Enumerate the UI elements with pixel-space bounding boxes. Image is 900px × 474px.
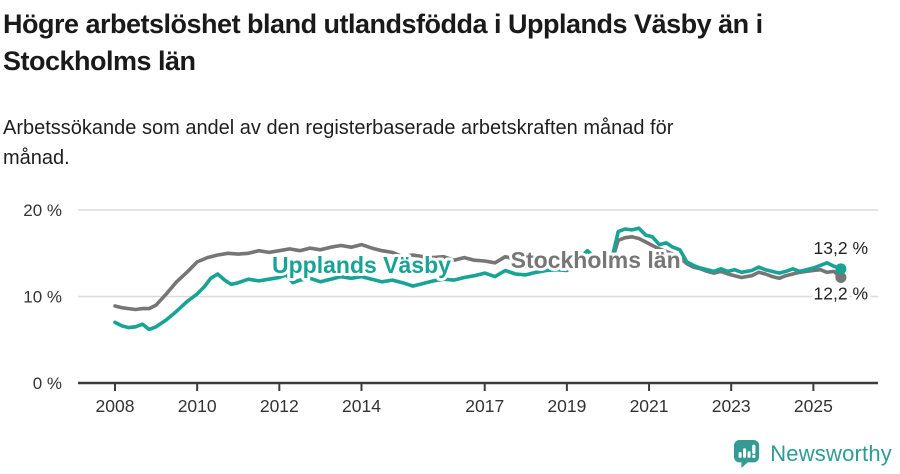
chart-subtitle: Arbetssökande som andel av den registerb… bbox=[3, 117, 674, 169]
series-line bbox=[113, 226, 843, 332]
series-label: Upplands Väsby bbox=[272, 252, 451, 278]
x-axis-tick-label: 2019 bbox=[547, 396, 586, 416]
series-end-value-label: 13,2 % bbox=[814, 238, 868, 258]
x-axis-tick-label: 2010 bbox=[178, 396, 217, 416]
x-axis-tick-label: 2021 bbox=[630, 396, 669, 416]
series-line bbox=[113, 234, 843, 312]
page-title: Högre arbetslöshet bland utlandsfödda i … bbox=[3, 9, 763, 77]
y-axis-tick-label: 10 % bbox=[23, 288, 62, 307]
x-axis-tick-label: 2017 bbox=[465, 396, 504, 416]
chart-canvas: 0 % 10 % 20 % 2008 2010 2012 2014 2017 2019 2021 2… bbox=[23, 201, 878, 416]
y-axis-tick-label: 0 % bbox=[33, 374, 62, 393]
x-axis-tick-label: 2025 bbox=[794, 396, 833, 416]
footer-branding: Newsworthy bbox=[733, 439, 892, 469]
series-end-value-label: 12,2 % bbox=[814, 283, 868, 303]
x-axis-tick-label: 2008 bbox=[96, 396, 135, 416]
newsworthy-chart-bubble-icon bbox=[734, 440, 760, 468]
x-axis-tick-label: 2012 bbox=[260, 396, 299, 416]
x-axis-tick-label: 2023 bbox=[712, 396, 751, 416]
y-axis-tick-label: 20 % bbox=[23, 201, 62, 220]
newsworthy-wordmark: Newsworthy bbox=[770, 441, 892, 466]
series-end-dot bbox=[835, 263, 847, 275]
series-end-dot bbox=[835, 271, 847, 283]
x-axis-tick-label: 2014 bbox=[342, 396, 381, 416]
series-label: Stockholms län bbox=[511, 247, 681, 273]
